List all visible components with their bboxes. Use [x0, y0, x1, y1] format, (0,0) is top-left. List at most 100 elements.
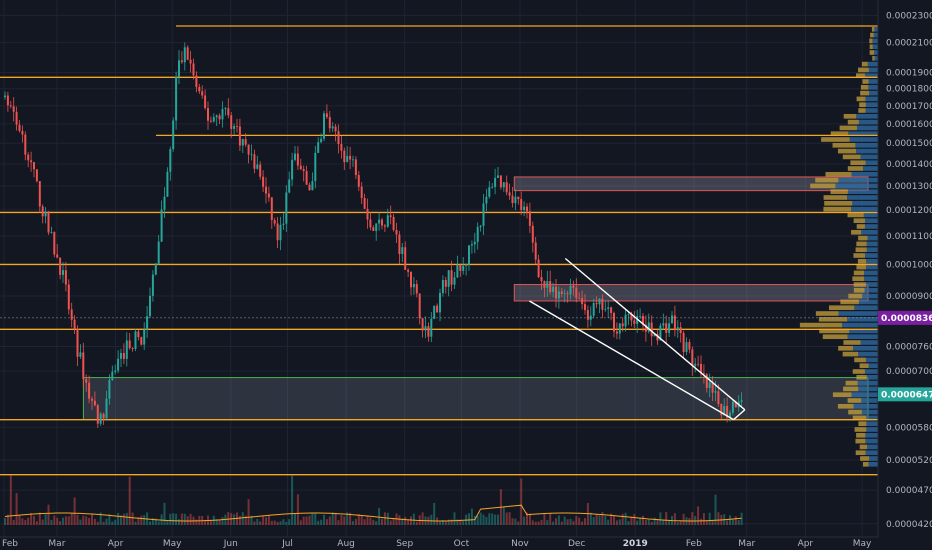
- time-axis[interactable]: Feb Mar Apr May Jun Jul Aug Sep Oct Nov Dec 2019 Feb…: [2, 539, 872, 549]
- profile-bar-down: [867, 61, 878, 67]
- candle-body: [526, 206, 528, 212]
- volume-bar: [401, 518, 404, 525]
- candle-body: [502, 182, 505, 188]
- volume-bar: [262, 516, 265, 525]
- candle-body: [523, 206, 526, 210]
- wedge-lower-line[interactable]: [529, 300, 734, 421]
- profile-bar-up: [856, 224, 865, 229]
- volume-bar: [279, 521, 282, 525]
- wedge-upper-line[interactable]: [564, 257, 746, 411]
- candle-body: [85, 379, 88, 383]
- volume-bar: [33, 515, 35, 525]
- profile-bar-down: [865, 450, 878, 456]
- volume-bar: [346, 512, 349, 525]
- candle-body: [93, 400, 96, 406]
- volume-bar: [737, 520, 740, 525]
- volume-bar: [195, 519, 198, 525]
- candle-body: [424, 326, 427, 331]
- candle-body: [59, 257, 62, 275]
- volume-bar: [575, 516, 578, 525]
- profile-bar-down: [867, 235, 878, 241]
- volume-bar: [601, 512, 604, 525]
- candle-body: [540, 277, 543, 282]
- profile-bar-up: [843, 340, 861, 345]
- volume-bar: [644, 519, 647, 525]
- candle-body: [676, 327, 679, 331]
- profile-bar-up: [837, 148, 857, 154]
- candle-body: [430, 318, 433, 337]
- candle-body: [302, 169, 305, 172]
- profile-bar-down: [857, 380, 878, 386]
- profile-bar-down: [851, 171, 878, 177]
- time-tick-label: Mar: [48, 539, 65, 549]
- current-price-badge-text: 0.00006476: [881, 390, 932, 400]
- candle-body: [215, 115, 218, 118]
- volume-bar: [514, 518, 517, 525]
- profile-bar-down: [866, 264, 878, 270]
- candle-body: [598, 298, 601, 305]
- candle-body: [35, 169, 38, 182]
- candle-body: [325, 113, 328, 118]
- candle-body: [328, 117, 331, 129]
- volume-bar: [450, 519, 453, 525]
- candle-body: [734, 401, 737, 408]
- profile-bar-down: [864, 73, 878, 79]
- volume-bar: [27, 517, 30, 525]
- candle-body: [114, 370, 117, 372]
- candle-body: [299, 165, 302, 170]
- candle-body: [352, 159, 354, 161]
- volume-bar: [328, 516, 331, 525]
- candle-body: [412, 284, 415, 288]
- profile-bar-down: [851, 206, 878, 212]
- profile-bar-up: [860, 456, 870, 461]
- candle-body: [227, 108, 230, 116]
- candle-body: [407, 269, 410, 272]
- profile-bar-up: [818, 316, 848, 322]
- volume-bar: [412, 513, 415, 525]
- volume-bar: [41, 519, 44, 525]
- volume-bar: [375, 521, 378, 525]
- volume-bar: [340, 515, 343, 525]
- profile-bar-down: [868, 67, 878, 73]
- candle-body: [53, 232, 56, 255]
- candle-body: [459, 264, 462, 271]
- volume-bar: [566, 519, 569, 525]
- candle-body: [499, 175, 502, 188]
- wedge-apex-line[interactable]: [733, 409, 746, 421]
- profile-bar-down: [847, 195, 878, 200]
- candle-body: [276, 223, 279, 241]
- candle-body: [557, 291, 560, 299]
- candle-body: [285, 192, 288, 224]
- candle-body: [343, 150, 346, 163]
- profile-bar-up: [842, 154, 861, 160]
- time-tick-label: Nov: [511, 539, 529, 549]
- profile-bar-up: [852, 369, 865, 374]
- profile-bar-up: [815, 311, 839, 316]
- volume-bar: [569, 518, 572, 525]
- volume-bar: [459, 519, 462, 525]
- candle-body: [592, 303, 595, 316]
- profile-bar-up: [855, 438, 866, 444]
- profile-bar-up: [858, 67, 869, 73]
- profile-bar-up: [843, 386, 859, 392]
- candle-body: [236, 126, 238, 127]
- candle-body: [383, 225, 386, 227]
- profile-bar-down: [866, 374, 878, 380]
- candle-body: [33, 162, 35, 170]
- profile-bar-up: [830, 189, 848, 195]
- volume-bar: [120, 515, 122, 525]
- candle-body: [415, 284, 418, 294]
- candle-body: [441, 279, 444, 294]
- volume-bar: [88, 518, 91, 525]
- volume-bar: [494, 514, 497, 525]
- profile-bar-up: [870, 32, 874, 38]
- falling-wedge[interactable]: [529, 257, 746, 421]
